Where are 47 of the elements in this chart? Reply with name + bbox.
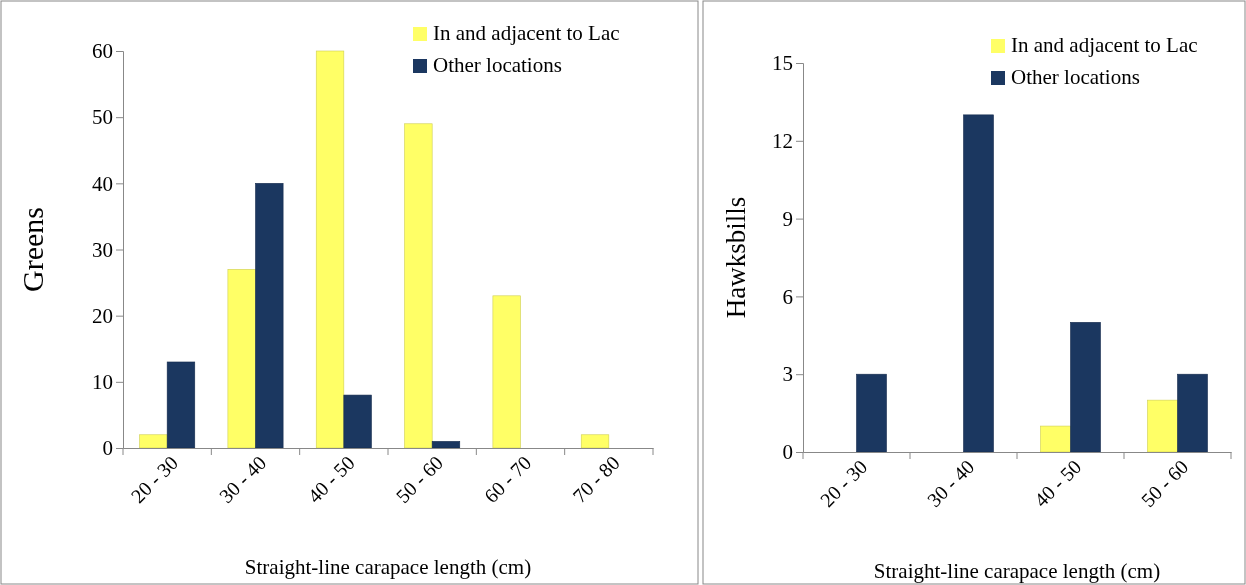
bar <box>492 295 521 449</box>
bar <box>404 123 433 449</box>
legend-label: In and adjacent to Lac <box>1011 33 1198 57</box>
bar <box>227 269 256 449</box>
x-tick-label: 20 - 30 <box>815 455 872 512</box>
y-tick-label: 12 <box>772 129 793 154</box>
bar <box>856 373 887 453</box>
bar <box>315 50 345 449</box>
x-tick-label: 50 - 60 <box>1136 455 1193 512</box>
y-tick-label: 30 <box>92 237 113 262</box>
y-tick-label: 9 <box>782 206 793 231</box>
bar <box>580 434 610 449</box>
x-tick-label: 60 - 70 <box>479 451 536 508</box>
x-tick-label: 50 - 60 <box>391 451 448 508</box>
x-axis-title: Straight-line carapace length (cm) <box>244 555 532 579</box>
y-axis-title: Greens <box>16 207 49 292</box>
x-tick-label: 40 - 50 <box>303 451 359 508</box>
y-tick-label: 15 <box>772 51 793 76</box>
bar <box>139 434 168 449</box>
x-tick-label: 20 - 30 <box>126 451 183 508</box>
bar <box>963 114 994 453</box>
y-tick-label: 20 <box>92 303 113 328</box>
bar <box>1070 322 1101 453</box>
x-axis-title: Straight-line carapace length (cm) <box>873 559 1161 583</box>
bar <box>166 361 196 449</box>
bar <box>343 394 372 449</box>
legend-label: Other locations <box>1011 65 1140 89</box>
y-tick-label: 50 <box>92 105 113 130</box>
bar <box>255 183 284 449</box>
bar <box>431 441 461 449</box>
y-tick-label: 0 <box>102 436 113 461</box>
y-axis-title: Hawksbills <box>721 196 751 319</box>
bar <box>1177 373 1208 453</box>
x-tick-label: 40 - 50 <box>1029 455 1086 512</box>
y-tick-label: 40 <box>92 171 113 196</box>
legend-label: Other locations <box>433 53 562 77</box>
y-tick-label: 6 <box>782 284 793 309</box>
y-tick-label: 3 <box>782 362 793 387</box>
x-tick-label: 70 - 80 <box>568 451 624 508</box>
y-tick-label: 0 <box>782 440 793 465</box>
x-tick-label: 30 - 40 <box>214 451 271 508</box>
y-tick-label: 10 <box>92 370 113 395</box>
bar <box>1040 425 1071 453</box>
x-tick-label: 30 - 40 <box>922 455 979 512</box>
bar <box>1147 399 1178 453</box>
y-tick-label: 60 <box>92 39 113 64</box>
legend-label: In and adjacent to Lac <box>433 21 620 45</box>
